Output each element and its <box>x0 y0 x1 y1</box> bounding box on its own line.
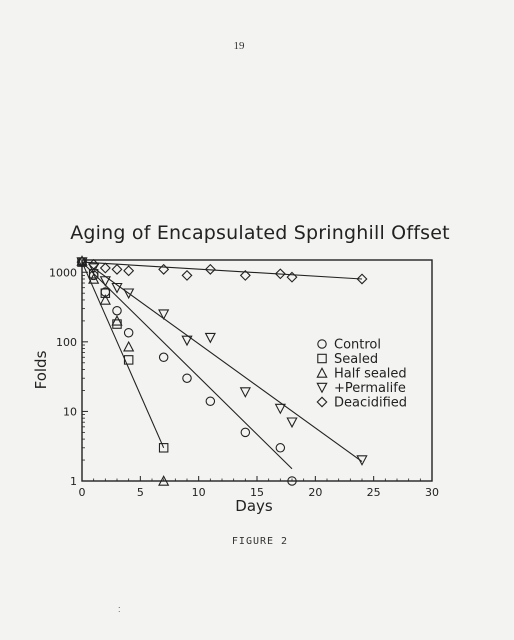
y-tick-label: 10 <box>63 405 77 418</box>
legend-label: Half sealed <box>334 367 407 382</box>
point-circle <box>275 443 286 453</box>
point-triangle-down <box>181 335 193 347</box>
point-triangle-down <box>204 332 216 344</box>
point-triangle-up <box>99 294 111 305</box>
x-tick-label: 10 <box>192 486 206 499</box>
point-triangle-down <box>111 282 123 294</box>
chart-title: Aging of Encapsulated Springhill Offset <box>70 222 450 244</box>
point-diamond <box>204 263 216 275</box>
point-triangle-up <box>111 315 123 326</box>
point-square <box>123 355 134 365</box>
point-circle <box>240 427 251 438</box>
x-tick-label: 25 <box>367 486 381 499</box>
legend-label: +Permalife <box>334 381 406 396</box>
x-axis-title: Days <box>235 497 273 515</box>
point-diamond <box>99 262 111 274</box>
x-tick-label: 5 <box>137 486 144 499</box>
legend-marker-triangle-down <box>316 382 328 394</box>
point-triangle-down <box>274 403 286 415</box>
fit-line--permalife <box>93 267 363 463</box>
y-tick-label: 100 <box>56 336 77 349</box>
point-triangle-down <box>158 309 170 321</box>
point-diamond <box>356 273 368 285</box>
point-diamond <box>274 268 286 280</box>
stray-mark: : <box>118 604 121 614</box>
axes: 0 5 10 15 20 25 30 1 10 100 1000 <box>49 266 439 499</box>
point-diamond <box>286 271 298 283</box>
point-triangle-up <box>123 340 135 352</box>
legend-label: Control <box>334 338 381 353</box>
point-diamond <box>111 263 123 275</box>
point-triangle-down <box>123 288 135 300</box>
fit-lines <box>81 261 363 470</box>
point-triangle-up <box>76 255 88 266</box>
point-triangle-down <box>239 387 251 398</box>
y-tick-label: 1000 <box>49 266 77 279</box>
fit-line-sealed <box>81 261 165 449</box>
point-circle <box>182 373 192 383</box>
data-points <box>76 255 368 486</box>
point-circle <box>205 396 216 406</box>
legend-marker-diamond <box>316 396 328 408</box>
legend-label: Sealed <box>334 352 378 367</box>
point-circle <box>123 328 134 338</box>
page-number: 19 <box>233 40 245 52</box>
point-triangle-up <box>88 273 100 284</box>
point-circle <box>158 352 169 363</box>
x-tick-label: 15 <box>250 486 264 499</box>
x-tick-label: 30 <box>425 486 439 499</box>
legend-label: Deacidified <box>334 396 407 411</box>
point-triangle-down <box>88 263 100 274</box>
point-diamond <box>181 269 193 281</box>
point-triangle-down <box>356 455 368 466</box>
point-triangle-down <box>286 417 298 429</box>
point-square <box>100 288 111 298</box>
point-diamond <box>123 265 135 277</box>
x-tick-label: 20 <box>308 486 322 499</box>
figure-caption: FIGURE 2 <box>231 536 289 547</box>
point-square <box>158 443 169 453</box>
point-circle <box>287 476 297 486</box>
y-axis-title: Folds <box>32 350 50 389</box>
point-diamond <box>76 256 88 268</box>
point-triangle-up <box>158 475 170 486</box>
point-diamond <box>158 263 170 275</box>
x-tick-label: 0 <box>79 486 86 499</box>
legend-marker-circle <box>317 339 327 349</box>
legend-marker-triangle-up <box>316 367 328 378</box>
point-circle <box>112 305 122 316</box>
fit-line-deacidified <box>81 261 363 280</box>
fit-line-control <box>81 261 293 470</box>
point-diamond <box>239 269 251 281</box>
point-diamond <box>88 258 100 270</box>
legend-marker-square <box>317 353 327 364</box>
y-tick-label: 1 <box>70 475 77 488</box>
point-triangle-down <box>99 276 111 287</box>
